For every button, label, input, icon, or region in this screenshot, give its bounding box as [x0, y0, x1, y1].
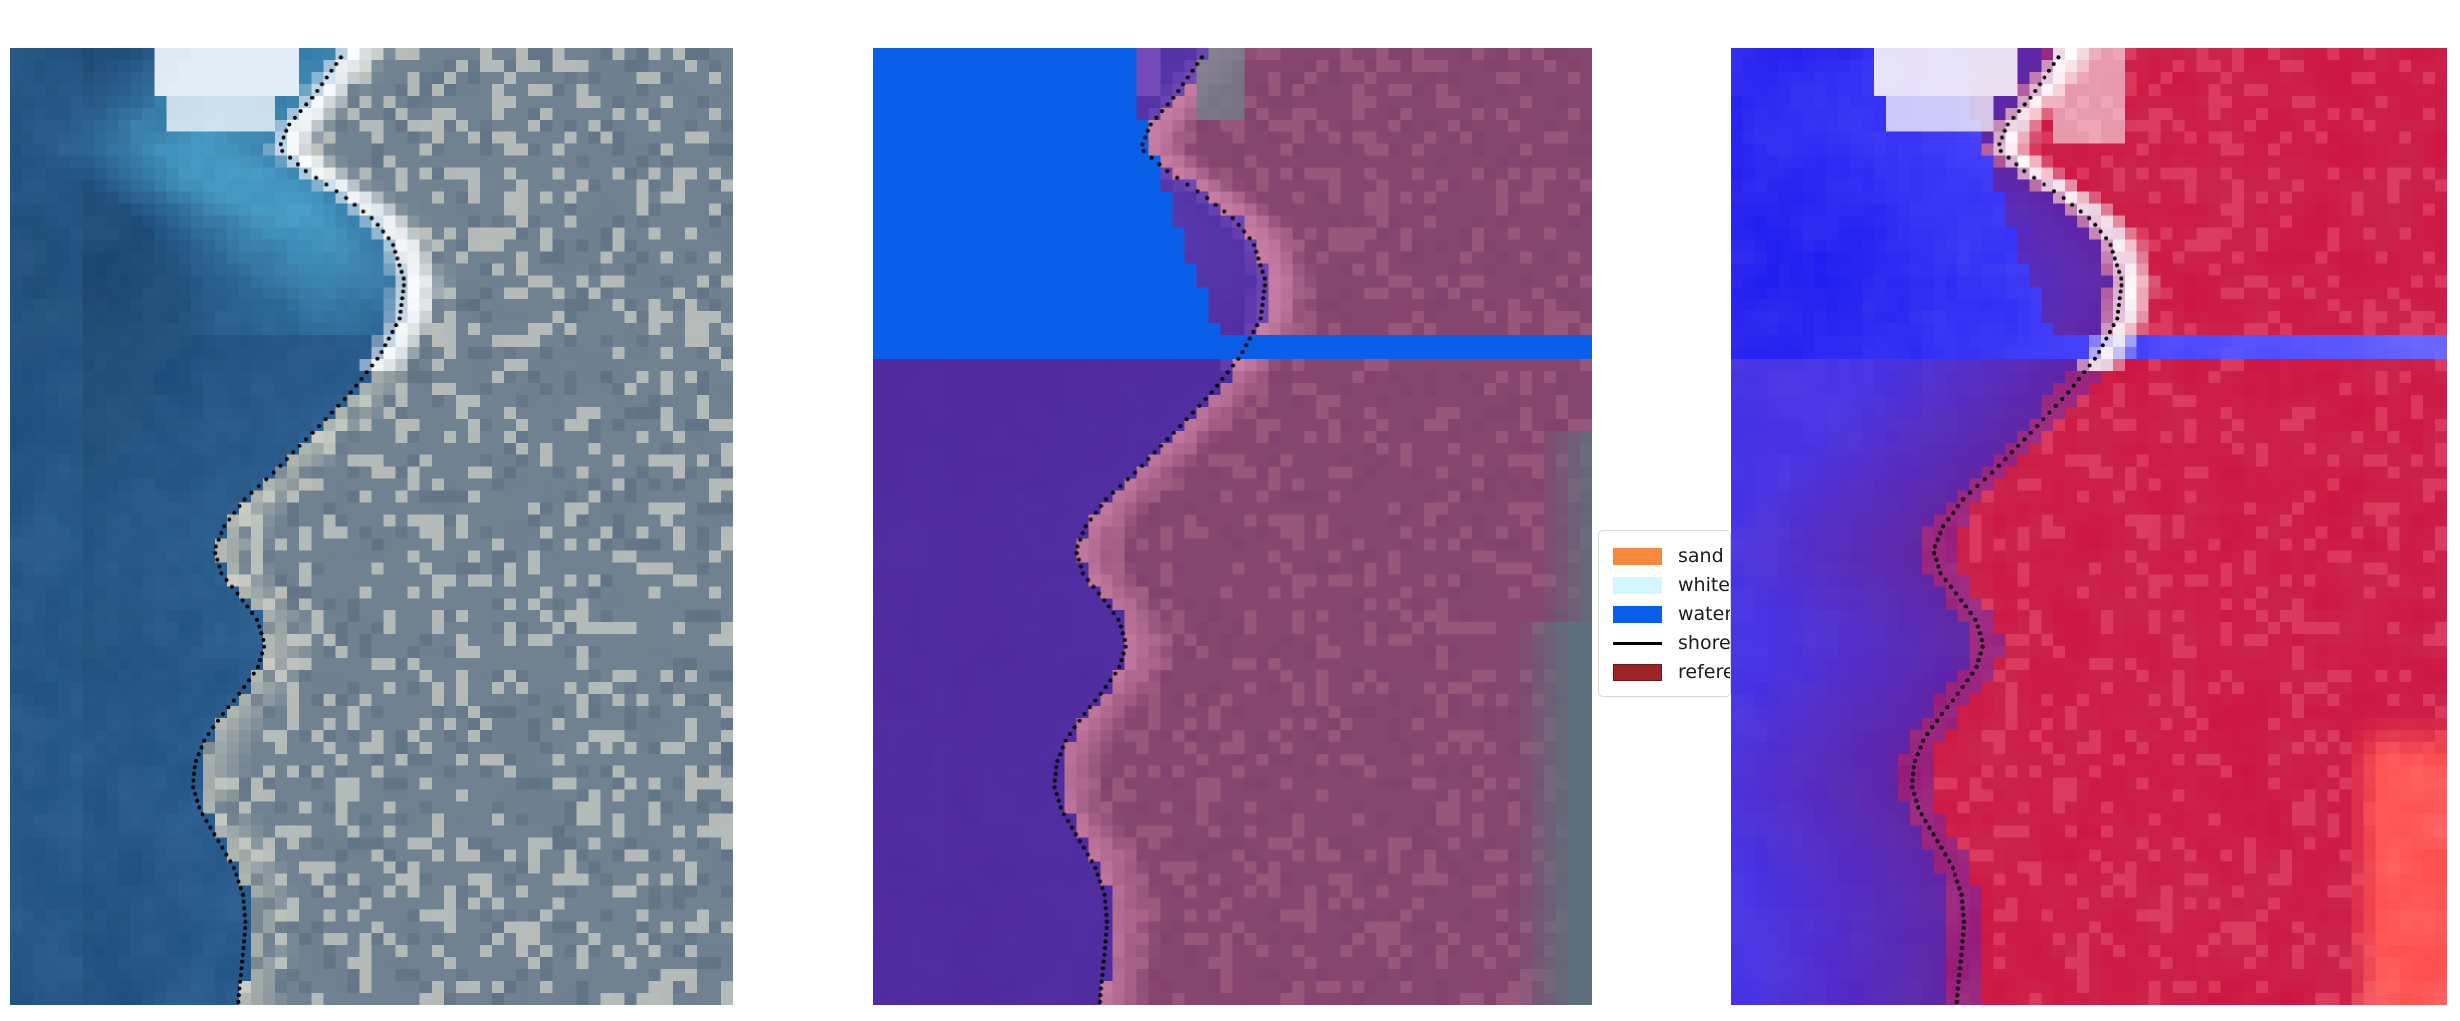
legend-line-icon	[1613, 635, 1662, 652]
legend-row-water: water	[1613, 600, 1731, 629]
legend-label: water	[1678, 603, 1731, 625]
panel-image-classified	[873, 48, 1592, 1005]
legend-row-shoreline: shoreli	[1613, 629, 1731, 658]
legend-row-sand: sand	[1613, 542, 1730, 571]
legend-swatch-icon	[1613, 606, 1662, 623]
legend-swatch-icon	[1613, 548, 1662, 565]
panel-classified[interactable]: 2019-07-19-10-00-18	[873, 48, 1592, 1005]
panel-image-sar0110	[10, 48, 733, 1005]
legend-label: sand	[1678, 545, 1724, 567]
legend-label: shoreli	[1678, 632, 1731, 654]
legend-swatch-icon	[1613, 577, 1662, 594]
legend-row-reference: referen	[1613, 658, 1730, 687]
legend-swatch-icon	[1613, 664, 1662, 681]
panel-sar0110[interactable]: sar0110	[10, 48, 733, 1005]
panel-l8[interactable]: L8	[1731, 48, 2447, 1005]
panel-image-l8	[1731, 48, 2447, 1005]
legend-label: referen	[1678, 661, 1730, 683]
